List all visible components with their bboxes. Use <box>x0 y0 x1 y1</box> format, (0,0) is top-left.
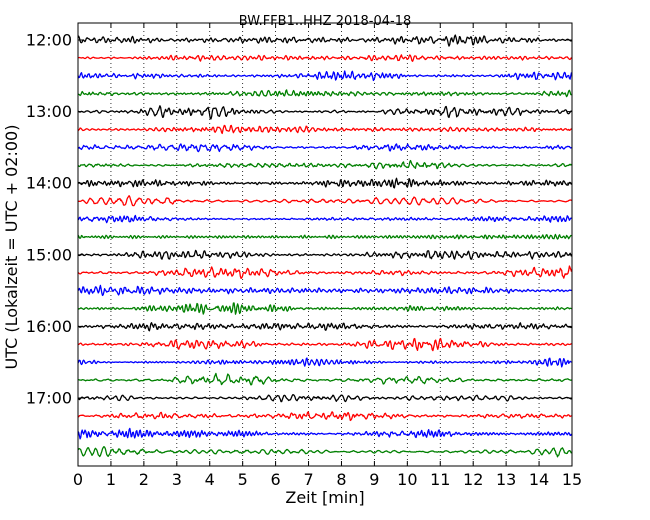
seismic-trace <box>77 214 572 224</box>
x-tick-label: 12 <box>463 470 483 489</box>
seismic-trace <box>77 372 572 386</box>
y-tick-label: 16:00 <box>26 317 72 336</box>
seismic-trace <box>77 302 572 315</box>
seismic-traces <box>77 34 573 458</box>
x-axis-label: Zeit [min] <box>285 488 364 507</box>
seismic-trace <box>77 124 572 135</box>
x-tick-label: 5 <box>238 470 248 489</box>
seismic-trace <box>77 143 572 153</box>
seismic-trace <box>77 89 572 98</box>
y-tick-label: 17:00 <box>26 389 72 408</box>
y-tick-label: 14:00 <box>26 174 72 193</box>
seismic-trace <box>77 34 572 47</box>
y-tick-label: 13:00 <box>26 102 72 121</box>
x-tick-label: 0 <box>73 470 83 489</box>
x-tick-labels: 0 1 2 3 4 5 6 7 8 9 10 11 12 13 14 15 <box>73 470 582 489</box>
seismic-trace <box>77 337 572 352</box>
chart-title: BW.FFB1..HHZ 2018-04-18 <box>239 14 412 29</box>
seismic-trace <box>77 249 573 260</box>
seismic-trace <box>77 427 573 440</box>
plot-frame <box>77 22 573 467</box>
seismic-trace <box>77 195 572 207</box>
y-tick-label: 15:00 <box>26 245 72 264</box>
x-tick-label: 6 <box>271 470 281 489</box>
x-tick-label: 11 <box>430 470 450 489</box>
seismic-trace <box>77 265 573 280</box>
seismic-trace <box>77 233 572 240</box>
seismic-trace <box>77 54 573 62</box>
y-tick-labels: 12:00 13:00 14:00 15:00 16:00 17:00 <box>26 31 72 408</box>
seismic-trace <box>77 357 572 368</box>
seismic-trace <box>77 159 573 170</box>
x-tick-label: 4 <box>205 470 215 489</box>
x-tick-label: 3 <box>172 470 182 489</box>
x-tick-label: 9 <box>369 470 379 489</box>
y-axis-label: UTC (Lokalzeit = UTC + 02:00) <box>2 125 21 370</box>
x-tick-label: 8 <box>336 470 346 489</box>
x-tick-label: 2 <box>139 470 149 489</box>
y-tick-label: 12:00 <box>26 31 72 50</box>
x-tick-label: 14 <box>529 470 549 489</box>
x-tick-label: 1 <box>106 470 116 489</box>
seismic-trace <box>77 177 573 189</box>
seismic-trace <box>77 446 573 458</box>
seismic-trace <box>77 322 572 332</box>
x-tick-label: 15 <box>562 470 582 489</box>
seismic-trace <box>77 393 572 403</box>
x-tick-label: 7 <box>303 470 313 489</box>
seismic-trace <box>77 284 572 297</box>
grid-lines <box>110 23 540 466</box>
x-tick-label: 10 <box>397 470 417 489</box>
seismic-trace <box>77 411 572 422</box>
seismic-trace <box>77 105 572 120</box>
x-tick-label: 13 <box>496 470 516 489</box>
axis-ticks <box>77 23 573 466</box>
seismic-trace <box>77 70 573 82</box>
